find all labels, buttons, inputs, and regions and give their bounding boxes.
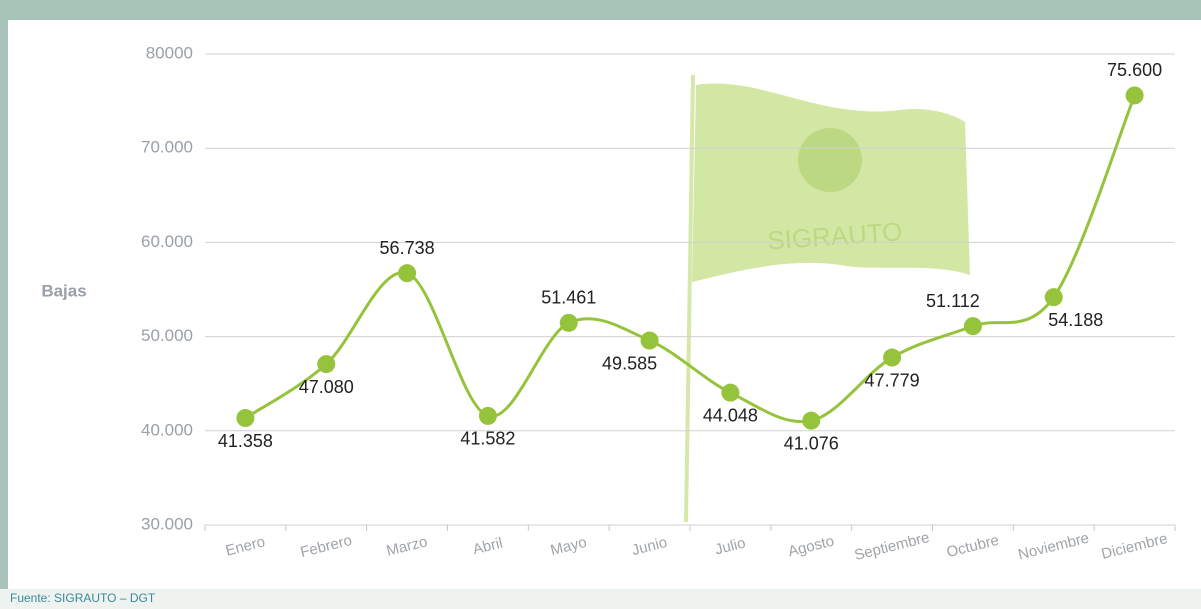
point bbox=[802, 411, 821, 430]
point bbox=[317, 355, 336, 374]
value-label: 75.600 bbox=[1107, 60, 1162, 80]
value-label: 47.779 bbox=[865, 370, 920, 390]
value-label: 47.080 bbox=[299, 377, 354, 397]
y-tick-label: 40.000 bbox=[141, 420, 193, 439]
y-axis-label: Bajas bbox=[41, 281, 86, 300]
y-tick-label: 80000 bbox=[146, 43, 193, 62]
point bbox=[721, 383, 740, 402]
value-label: 41.076 bbox=[784, 433, 839, 453]
x-tick-label: Abril bbox=[471, 535, 504, 559]
flag-emblem bbox=[798, 128, 862, 192]
value-label: 56.738 bbox=[380, 238, 435, 258]
value-label: 41.582 bbox=[460, 429, 515, 449]
value-label: 41.358 bbox=[218, 431, 273, 451]
flag-pole bbox=[684, 74, 695, 523]
y-tick-label: 30.000 bbox=[141, 514, 193, 533]
y-tick-label: 60.000 bbox=[141, 232, 193, 251]
point bbox=[559, 313, 578, 332]
point bbox=[963, 317, 982, 336]
value-label: 49.585 bbox=[602, 353, 657, 373]
panel bbox=[8, 20, 1201, 589]
y-tick-label: 70.000 bbox=[141, 138, 193, 157]
footer-strip bbox=[0, 589, 1201, 609]
point bbox=[640, 331, 659, 350]
y-tick-label: 50.000 bbox=[141, 326, 193, 345]
source: Fuente: SIGRAUTO – DGT bbox=[10, 591, 156, 605]
point bbox=[1044, 288, 1063, 307]
point bbox=[1125, 86, 1144, 105]
value-label: 44.048 bbox=[703, 405, 758, 425]
flag: SIGRAUTO bbox=[684, 74, 970, 523]
x-tick-label: Julio bbox=[713, 535, 747, 559]
point bbox=[883, 348, 902, 367]
value-label: 51.112 bbox=[926, 291, 980, 311]
value-label: 51.461 bbox=[541, 288, 596, 308]
point bbox=[398, 264, 417, 283]
value-label: 54.188 bbox=[1048, 310, 1103, 330]
point bbox=[478, 406, 497, 425]
point bbox=[236, 409, 255, 428]
